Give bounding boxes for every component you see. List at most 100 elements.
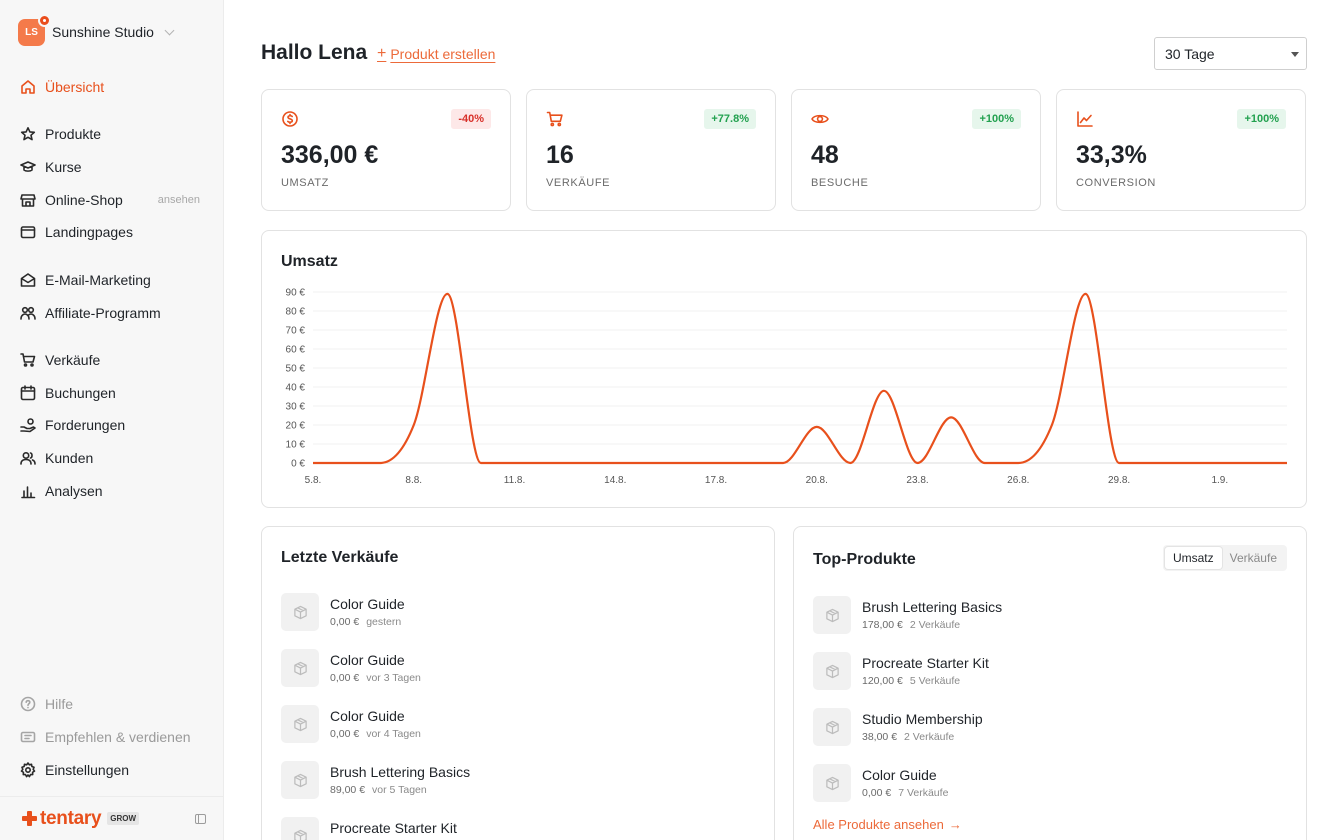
list-item[interactable]: Color Guide 0,00 € vor 4 Tagen — [281, 705, 751, 743]
nav-label: E-Mail-Marketing — [45, 272, 151, 288]
series-line — [312, 292, 1287, 465]
bar-chart-icon — [20, 483, 36, 499]
users-group-icon — [20, 305, 36, 321]
list-item[interactable]: Color Guide 0,00 € 7 Verkäufe — [813, 764, 1283, 802]
package-icon — [813, 652, 851, 690]
y-tick-label: 30 € — [286, 402, 306, 413]
brand-name: tentary — [40, 807, 102, 829]
plus-icon: + — [377, 45, 387, 62]
list-item[interactable]: Brush Lettering Basics 89,00 € vor 5 Tage… — [281, 761, 751, 799]
product-sales-count: 5 Verkäufe — [909, 675, 961, 687]
star-icon — [20, 126, 36, 142]
product-name: Procreate Starter Kit — [862, 655, 989, 671]
list-item[interactable]: Studio Membership 38,00 € 2 Verkäufe — [813, 708, 1283, 746]
kpi-change-badge: +100% — [1237, 109, 1286, 129]
workspace-initials: LS — [25, 26, 38, 38]
nav-item-help[interactable]: Hilfe — [20, 692, 210, 716]
list-item[interactable]: Color Guide 0,00 € vor 3 Tagen — [281, 649, 751, 687]
kpi-label: BESUCHE — [811, 177, 869, 189]
nav-label: Forderungen — [45, 417, 126, 433]
gear-icon — [20, 762, 36, 778]
nav-item-overview[interactable]: Übersicht — [20, 75, 210, 99]
sidebar-collapse-icon[interactable] — [195, 814, 206, 824]
cart-icon — [546, 110, 564, 128]
x-tick-label: 23.8. — [906, 475, 928, 486]
trend-up-icon — [1076, 110, 1094, 128]
kpi-value: 33,3% — [1076, 141, 1147, 169]
period-select[interactable]: 30 Tage — [1154, 37, 1307, 70]
sidebar: LS Sunshine Studio Übersicht Produkte Ku… — [0, 0, 224, 840]
package-icon — [281, 593, 319, 631]
product-name: Color Guide — [330, 708, 405, 724]
nav-item-bookings[interactable]: Buchungen — [20, 381, 210, 405]
product-name: Brush Lettering Basics — [862, 599, 1003, 615]
x-tick-label: 17.8. — [705, 475, 727, 486]
workspace-switcher[interactable]: LS Sunshine Studio — [18, 13, 175, 46]
y-tick-label: 50 € — [286, 364, 306, 375]
recent-sales-title: Letzte Verkäufe — [281, 549, 399, 566]
home-icon — [20, 79, 36, 95]
y-tick-label: 10 € — [286, 440, 306, 451]
brand-mark-icon — [22, 811, 37, 826]
shop-view-link[interactable]: ansehen — [157, 194, 200, 206]
chevron-down-icon — [164, 25, 175, 35]
calendar-icon — [20, 385, 36, 401]
tab-revenue[interactable]: Umsatz — [1164, 547, 1222, 569]
list-item[interactable]: Procreate Starter Kit 120,00 € 5 Verkäufe — [813, 652, 1283, 690]
nav-item-analytics[interactable]: Analysen — [20, 479, 210, 503]
product-revenue: 178,00 € — [862, 619, 903, 631]
sale-price: 0,00 € — [330, 672, 360, 684]
create-product-link[interactable]: + Produkt erstellen — [377, 45, 495, 63]
list-item[interactable]: Procreate Starter Kit — [281, 817, 751, 840]
nav-label: Landingpages — [45, 224, 133, 240]
store-icon — [20, 192, 36, 208]
package-icon — [813, 708, 851, 746]
nav-item-products[interactable]: Produkte — [20, 122, 210, 146]
nav-item-email-marketing[interactable]: E-Mail-Marketing — [20, 268, 210, 292]
notification-dot — [38, 13, 51, 27]
package-icon — [813, 596, 851, 634]
sale-price: 89,00 € — [330, 784, 366, 796]
nav-label: Analysen — [45, 483, 103, 499]
nav-item-refer[interactable]: Empfehlen & verdienen — [20, 725, 210, 749]
nav-item-claims[interactable]: Forderungen — [20, 413, 210, 437]
workspace-avatar: LS — [18, 13, 51, 46]
top-products-toggle: Umsatz Verkäufe — [1162, 545, 1287, 571]
nav-item-sales[interactable]: Verkäufe — [20, 348, 210, 372]
kpi-change-badge: +100% — [972, 109, 1021, 129]
revenue-chart: 0 € 10 € 20 € 30 € 40 € 50 € 60 € 70 € 80 € 90 € 5… — [286, 288, 1287, 486]
product-name: Procreate Starter Kit — [330, 820, 457, 836]
nav-item-landingpages[interactable]: Landingpages — [20, 220, 210, 244]
nav-item-settings[interactable]: Einstellungen — [20, 758, 210, 782]
arrow-right-icon: → — [948, 817, 962, 832]
plan-badge: GROW — [107, 812, 140, 825]
x-tick-label: 26.8. — [1007, 475, 1029, 486]
sidebar-footer: tentary GROW — [0, 796, 224, 840]
all-products-link[interactable]: Alle Produkte ansehen → — [813, 817, 962, 832]
kpi-card-visits: +100% 48 BESUCHE — [791, 89, 1041, 211]
kpi-card-sales: +77.8% 16 VERKÄUFE — [526, 89, 776, 211]
mail-open-icon — [20, 272, 36, 288]
product-name: Color Guide — [330, 596, 405, 612]
nav-item-customers[interactable]: Kunden — [20, 446, 210, 470]
nav-item-affiliate[interactable]: Affiliate-Programm — [20, 301, 210, 325]
y-tick-label: 70 € — [286, 326, 306, 337]
kpi-value: 336,00 € — [281, 141, 379, 169]
list-item[interactable]: Brush Lettering Basics 178,00 € 2 Verkäuf… — [813, 596, 1283, 634]
kpi-label: CONVERSION — [1076, 177, 1156, 189]
kpi-label: VERKÄUFE — [546, 177, 611, 189]
nav-label: Hilfe — [45, 696, 74, 712]
y-tick-label: 80 € — [286, 307, 306, 318]
kpi-value: 48 — [811, 141, 839, 169]
nav-label: Produkte — [45, 126, 102, 142]
product-name: Studio Membership — [862, 711, 983, 727]
tab-sales[interactable]: Verkäufe — [1229, 551, 1277, 565]
list-item[interactable]: Color Guide 0,00 € gestern — [281, 593, 751, 631]
y-tick-label: 90 € — [286, 288, 306, 299]
nav-label: Verkäufe — [45, 352, 101, 368]
nav-label: Buchungen — [45, 385, 116, 401]
product-sales-count: 7 Verkäufe — [898, 787, 949, 799]
nav-item-courses[interactable]: Kurse — [20, 155, 210, 179]
nav-item-online-shop[interactable]: Online-Shop ansehen — [20, 188, 210, 212]
sale-time: vor 3 Tagen — [366, 672, 421, 684]
